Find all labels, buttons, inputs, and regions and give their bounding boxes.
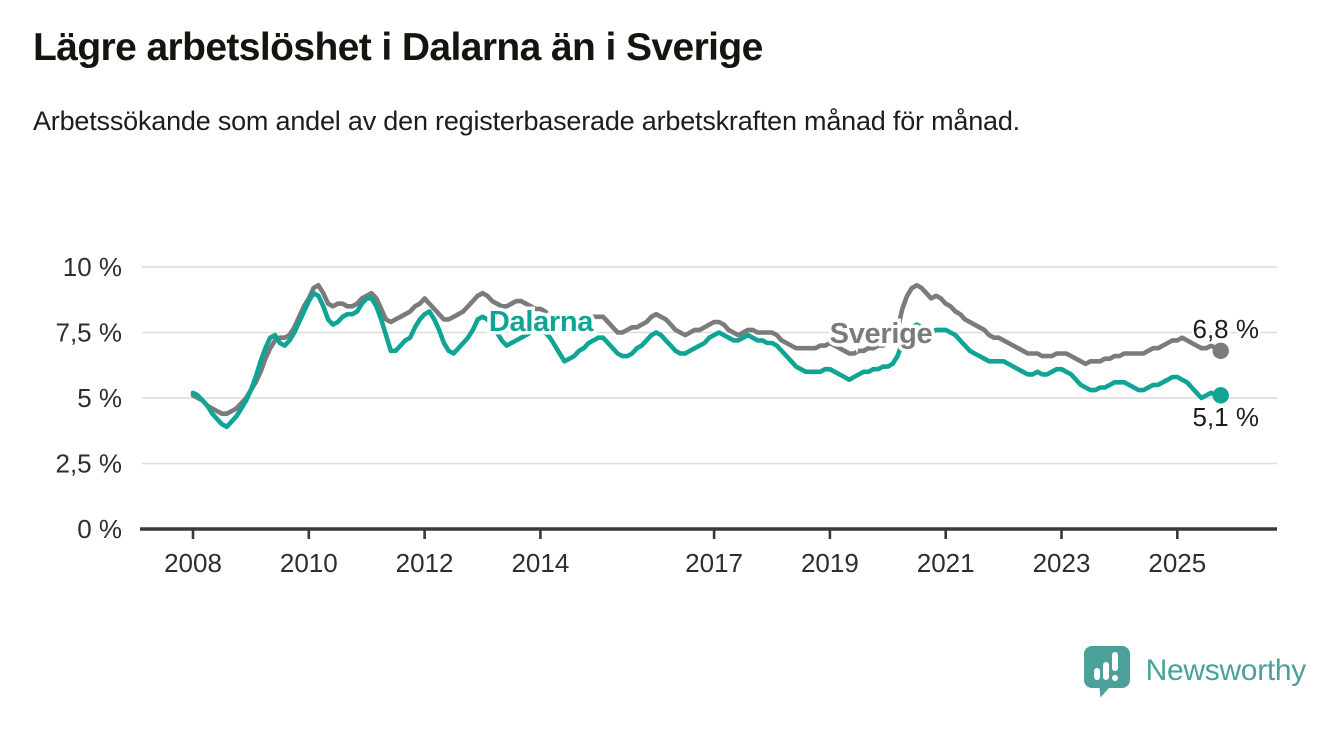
brand-footer: Newsworthy: [1082, 644, 1306, 698]
series-line-sverige: [190, 282, 1223, 417]
series-line-dalarna: [190, 290, 1223, 430]
x-tick-label: 2008: [164, 548, 222, 578]
newsworthy-logo-icon: [1083, 646, 1130, 698]
y-tick-label: 5 %: [77, 383, 122, 413]
series-label-dalarna: Dalarna: [489, 306, 594, 338]
header: Lägre arbetslöshet i Dalarna än i Sverig…: [33, 26, 1303, 141]
x-tick-label: 2021: [917, 548, 975, 578]
end-value-label-dalarna: 5,1 %: [1193, 402, 1260, 432]
x-tick-label: 2025: [1148, 548, 1206, 578]
y-tick-label: 2,5 %: [56, 449, 123, 479]
chart-subtitle: Arbetssökande som andel av den registerb…: [33, 105, 1020, 136]
x-tick-label: 2019: [801, 548, 859, 578]
x-tick-label: 2014: [511, 548, 569, 578]
series-end-dot-dalarna: [1212, 387, 1229, 404]
y-tick-label: 7,5 %: [56, 318, 123, 348]
y-tick-label: 10 %: [63, 252, 122, 282]
chart-title: Lägre arbetslöshet i Dalarna än i Sverig…: [33, 26, 763, 69]
end-value-label-sverige: 6,8 %: [1193, 314, 1260, 344]
y-tick-label: 0 %: [77, 514, 122, 544]
series-end-dot-sverige: [1212, 342, 1229, 360]
x-tick-label: 2023: [1033, 548, 1091, 578]
x-tick-label: 2012: [396, 548, 454, 578]
x-tick-label: 2010: [280, 548, 338, 578]
newsworthy-wordmark: Newsworthy: [1145, 654, 1307, 687]
x-tick-label: 2017: [685, 548, 743, 578]
series-label-sverige: Sverige: [830, 318, 933, 350]
